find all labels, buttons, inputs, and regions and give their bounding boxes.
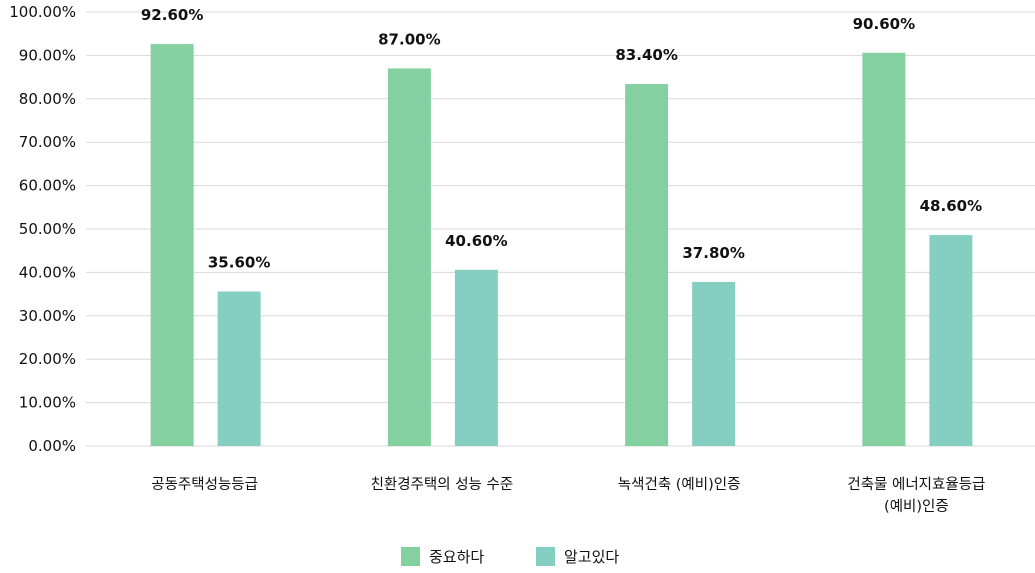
y-tick-label: 50.00% — [19, 220, 76, 238]
y-axis-tick-labels: 0.00% 10.00% 20.00% 30.00% 40.00% 50.00% 60.00… — [9, 3, 76, 455]
bar-aware — [692, 281, 736, 446]
data-label: 87.00% — [378, 30, 440, 48]
data-label: 40.60% — [445, 232, 507, 250]
data-label: 83.40% — [615, 46, 677, 64]
data-labels: 92.60% 35.60% 87.00% 40.60% 83.40% 37.80% 90.6… — [141, 6, 982, 271]
bar-aware — [454, 269, 498, 446]
data-label: 37.80% — [682, 244, 744, 262]
y-tick-label: 60.00% — [19, 177, 76, 195]
y-tick-label: 10.00% — [19, 394, 76, 412]
legend-swatch — [536, 547, 555, 566]
x-axis-category-labels: 공동주택성능등급 친환경주택의 성능 수준 녹색건축 (예비)인증 건축물 에너지효율… — [151, 476, 985, 515]
bars — [150, 44, 973, 447]
category-label: (예비)인증 — [884, 498, 949, 515]
category-label: 건축물 에너지효율등급 — [847, 476, 985, 493]
data-label: 90.60% — [853, 15, 915, 33]
data-label: 92.60% — [141, 6, 203, 24]
bar-aware — [929, 235, 973, 446]
bar-aware — [217, 291, 261, 446]
bar-important — [625, 84, 669, 446]
data-label: 48.60% — [920, 197, 982, 215]
y-tick-label: 30.00% — [19, 307, 76, 325]
y-tick-label: 80.00% — [19, 90, 76, 108]
y-tick-label: 0.00% — [28, 437, 76, 455]
category-label: 공동주택성능등급 — [151, 476, 258, 493]
legend-label: 알고있다 — [564, 548, 619, 566]
y-tick-label: 40.00% — [19, 263, 76, 281]
category-label: 녹색건축 (예비)인증 — [618, 476, 741, 493]
y-tick-label: 100.00% — [9, 3, 76, 21]
category-label: 친환경주택의 성능 수준 — [371, 476, 514, 493]
bar-important — [150, 44, 194, 447]
y-tick-label: 70.00% — [19, 133, 76, 151]
legend: 중요하다 알고있다 — [401, 547, 619, 566]
y-tick-label: 90.00% — [19, 46, 76, 64]
legend-label: 중요하다 — [429, 548, 484, 566]
data-label: 35.60% — [208, 253, 270, 271]
y-tick-label: 20.00% — [19, 350, 76, 368]
bar-important — [862, 52, 906, 447]
bar-important — [387, 68, 431, 447]
legend-swatch — [401, 547, 420, 566]
